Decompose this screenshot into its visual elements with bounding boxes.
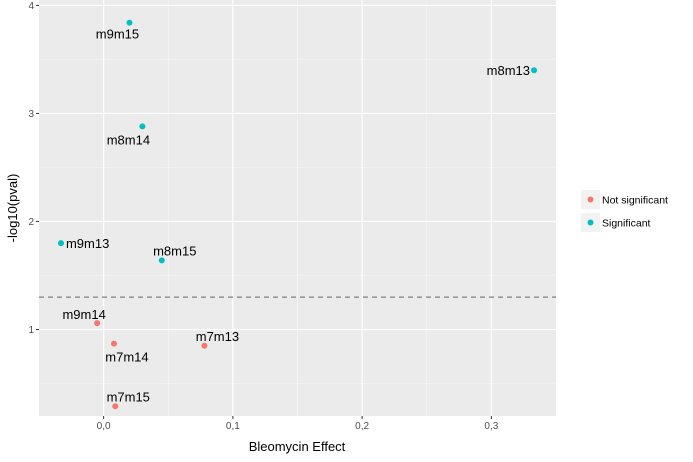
x-tick-label: 0,2	[355, 421, 369, 432]
axes: 0,0 0,1 0,2 0,3 1 2 3 4	[28, 1, 498, 432]
data-point-label: m8m15	[153, 243, 196, 258]
data-point	[57, 240, 64, 247]
data-point	[94, 320, 101, 327]
data-point-label: m7m13	[196, 329, 239, 344]
legend-key-point	[587, 219, 594, 226]
grid	[39, 0, 556, 416]
data-point-label: m8m13	[487, 63, 530, 78]
data-point-label: m9m14	[62, 307, 105, 322]
data-point-label: m7m14	[105, 350, 148, 365]
data-point	[158, 257, 165, 264]
data-point-label: m7m15	[107, 389, 150, 404]
legend-key-point	[587, 196, 594, 203]
x-tick-label: 0,3	[484, 421, 498, 432]
y-tick-label: 1	[28, 325, 34, 336]
y-tick-label: 2	[28, 217, 34, 228]
legend: Not significant Significant	[581, 190, 668, 232]
y-axis-title: -log10(pval)	[5, 174, 20, 243]
data-point-label: m9m13	[66, 236, 109, 251]
y-tick-label: 4	[28, 1, 34, 12]
data-point-label: m8m14	[107, 132, 150, 147]
x-tick-label: 0,0	[97, 421, 111, 432]
data-point	[531, 67, 538, 74]
data-point	[139, 123, 146, 130]
legend-label: Not significant	[602, 195, 668, 207]
data-point-label: m9m15	[96, 27, 139, 42]
data-point	[112, 403, 119, 410]
data-point	[201, 342, 208, 349]
data-point	[110, 340, 117, 347]
y-tick-label: 3	[28, 109, 34, 120]
legend-label: Significant	[602, 218, 651, 230]
x-tick-label: 0,1	[226, 421, 240, 432]
data-point	[126, 19, 133, 26]
x-axis-title: Bleomycin Effect	[249, 439, 346, 454]
data-points: m9m14 m7m14 m7m13 m7m15 m9m15 m8m13 m8m14 m9m13…	[57, 19, 538, 410]
